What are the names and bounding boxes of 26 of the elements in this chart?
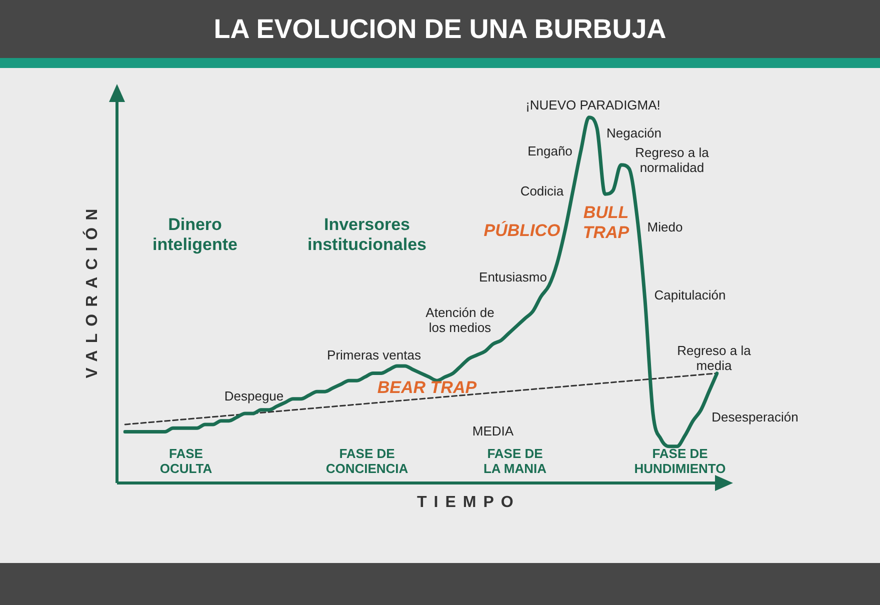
annotation: Desesperación — [710, 410, 800, 424]
text: ¡NUEVO PARADIGMA! — [524, 98, 662, 112]
annotation: Primeras ventas — [326, 348, 422, 362]
annotation: Inversores institucionales — [306, 215, 428, 255]
annotation: Engaño — [526, 144, 574, 158]
annotation: Despegue — [223, 388, 285, 404]
text: MEDIA — [472, 423, 514, 438]
annotation: Regreso a la media — [676, 343, 752, 373]
annotation: FASE DE CONCIENCIA — [324, 446, 410, 476]
annotation: Codicia — [519, 184, 565, 198]
chart-title: LA EVOLUCION DE UNA BURBUJA — [0, 0, 880, 58]
annotation: BEAR TRAP — [376, 378, 478, 398]
annotation: PÚBLICO — [482, 221, 562, 241]
annotation: Regreso a la normalidad — [634, 145, 710, 175]
x-axis-title: TIEMPO — [417, 494, 520, 512]
annotation: Entusiasmo — [478, 270, 548, 284]
annotation: Miedo — [646, 220, 684, 234]
annotation: Capitulación — [653, 288, 727, 302]
annotation: Dinero inteligente — [151, 215, 238, 255]
annotation: FASE OCULTA — [158, 446, 214, 476]
annotation: FASE DE LA MANIA — [482, 446, 548, 476]
annotation: Atención de los medios — [424, 305, 496, 335]
annotation: BULL TRAP — [582, 203, 630, 243]
annotation: Negación — [606, 126, 662, 140]
annotation: FASE DE HUNDIMIENTO — [633, 446, 727, 476]
y-axis-title: VALORACIÓN — [84, 202, 102, 378]
